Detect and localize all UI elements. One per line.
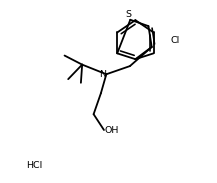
Text: HCl: HCl — [26, 161, 42, 170]
Text: S: S — [125, 10, 132, 19]
Text: OH: OH — [105, 126, 119, 135]
Text: N: N — [99, 70, 106, 79]
Text: Cl: Cl — [170, 36, 179, 45]
